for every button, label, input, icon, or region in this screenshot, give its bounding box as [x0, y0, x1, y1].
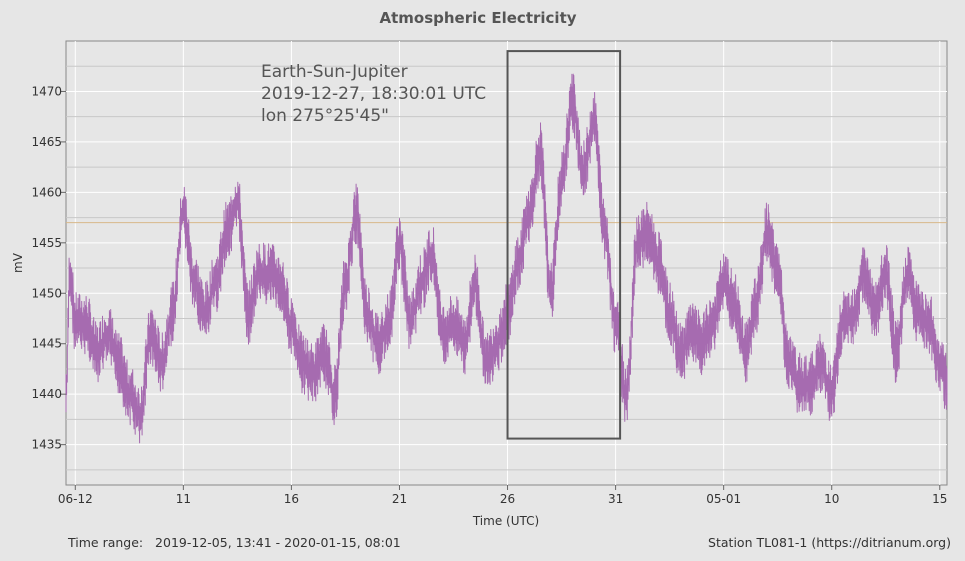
x-tick-label: 31	[608, 492, 623, 506]
x-axis-label: Time (UTC)	[472, 514, 539, 528]
annotation-line-2: 2019-12-27, 18:30:01 UTC	[261, 84, 486, 104]
y-tick-label: 1460	[31, 185, 62, 199]
x-tick-label: 05-01	[706, 492, 741, 506]
y-tick-label: 1470	[31, 84, 62, 98]
y-tick-label: 1450	[31, 286, 62, 300]
x-tick-label: 15	[932, 492, 947, 506]
y-tick-label: 1445	[31, 337, 62, 351]
x-tick-label: 06-12	[58, 492, 93, 506]
annotation-line-3: lon 275°25'45"	[261, 106, 389, 126]
time-range-value: 2019-12-05, 13:41 - 2020-01-15, 08:01	[155, 535, 401, 550]
plot-area	[65, 40, 948, 486]
time-range-label: Time range:	[68, 535, 144, 550]
time-range: Time range: 2019-12-05, 13:41 - 2020-01-…	[68, 535, 401, 550]
y-tick-label: 1455	[31, 236, 62, 250]
y-tick-label: 1435	[31, 438, 62, 452]
x-tick-label: 21	[392, 492, 407, 506]
x-tick-label: 10	[824, 492, 839, 506]
y-tick-label: 1465	[31, 135, 62, 149]
x-tick-label: 11	[176, 492, 191, 506]
series-line	[65, 73, 948, 444]
x-tick-label: 26	[500, 492, 515, 506]
y-axis: 1435 1440 1445 1450 1455 1460 1465 1470	[31, 84, 66, 452]
station-credit: Station TL081-1 (https://ditrianum.org)	[708, 535, 951, 550]
x-tick-label: 16	[284, 492, 299, 506]
x-axis: 06-12 11 16 21 26 31 05-01 10 15	[58, 485, 947, 506]
highlight-box	[506, 50, 622, 440]
series-group	[65, 73, 948, 444]
y-tick-label: 1440	[31, 387, 62, 401]
y-axis-label: mV	[11, 252, 25, 273]
chart-title: Atmospheric Electricity	[379, 9, 576, 27]
annotation-line-1: Earth-Sun-Jupiter	[261, 62, 408, 82]
